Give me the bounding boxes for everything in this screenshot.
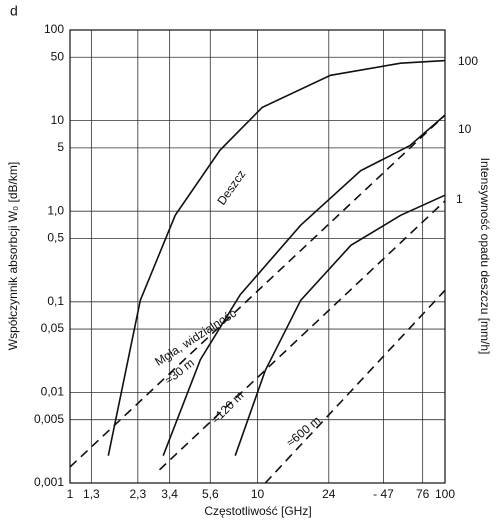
plot-frame xyxy=(69,29,446,484)
y-tick-label: 100 xyxy=(44,22,64,36)
y2-axis-title: Intensywność opadu deszczu [mm/h] xyxy=(478,158,492,355)
series-label: ≈600 m xyxy=(284,413,324,449)
annotation: Deszcz xyxy=(214,167,248,207)
y-tick-label: 0,001 xyxy=(34,475,64,489)
y-tick-label: 1,0 xyxy=(47,203,64,217)
series-line xyxy=(264,289,446,484)
y-tick-label: 0,5 xyxy=(47,231,64,245)
series-label: 100 xyxy=(458,54,478,68)
x-tick-label: 5,6 xyxy=(202,487,219,501)
y-tick-label: 10 xyxy=(51,113,65,127)
panel-label: d xyxy=(10,3,18,19)
y-tick-label: 5 xyxy=(57,140,64,154)
x-tick-label: 1,3 xyxy=(83,487,100,501)
y-tick-label: 0,01 xyxy=(41,385,65,399)
series-line xyxy=(107,59,446,456)
series-line xyxy=(158,200,446,471)
x-tick-label: 2,3 xyxy=(129,487,146,501)
y-tick-label: 0,005 xyxy=(34,412,64,426)
series-label: ≈120 m xyxy=(208,388,246,426)
x-tick-label: 10 xyxy=(251,487,265,501)
x-tick-label: 1 xyxy=(67,487,74,501)
series-label: 10 xyxy=(458,122,472,136)
x-tick-label: 100 xyxy=(435,487,455,501)
x-axis-title: Częstotliwość [GHz] xyxy=(204,504,311,518)
y-axis-title: Współczynnik absorbcji W₀ [dB/km] xyxy=(6,162,20,350)
x-tick-label: 3,4 xyxy=(161,487,178,501)
x-tick-label: - 47 xyxy=(373,487,394,501)
x-tick-label: 76 xyxy=(416,487,430,501)
y-tick-label: 50 xyxy=(51,49,65,63)
series-line xyxy=(69,114,446,468)
series-line xyxy=(234,194,446,456)
y-tick-label: 0,05 xyxy=(41,321,65,335)
x-tick-label: 24 xyxy=(322,487,336,501)
series-line xyxy=(162,114,446,456)
series-label: 1 xyxy=(456,192,463,206)
annotation: Mgła, widzialność xyxy=(152,306,238,369)
y-tick-label: 0,1 xyxy=(47,294,64,308)
